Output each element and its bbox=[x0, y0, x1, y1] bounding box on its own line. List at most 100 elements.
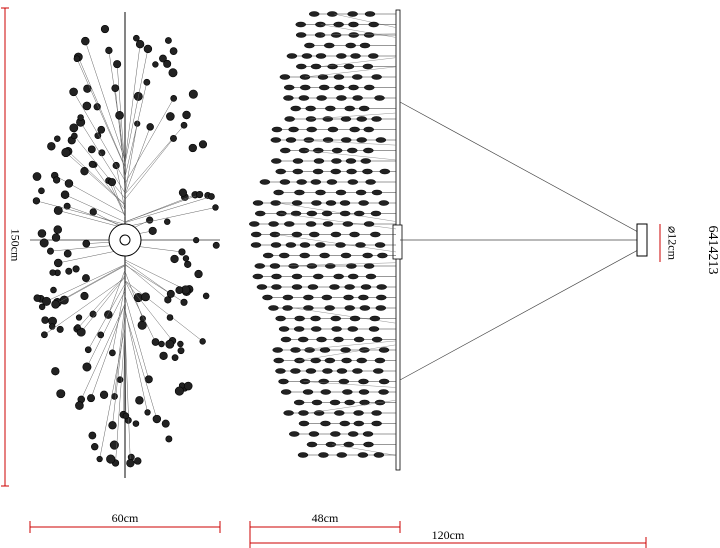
branch bbox=[57, 264, 126, 303]
crystal bbox=[333, 273, 344, 280]
branch bbox=[111, 182, 126, 217]
crystal bbox=[278, 326, 290, 332]
crystal bbox=[290, 368, 301, 374]
crystal bbox=[364, 84, 375, 91]
branch bbox=[114, 302, 126, 397]
crystal bbox=[356, 137, 367, 143]
flower bbox=[109, 349, 116, 357]
crystal bbox=[308, 11, 320, 17]
crystal bbox=[327, 11, 338, 17]
crystal bbox=[371, 116, 382, 122]
flower bbox=[169, 47, 178, 55]
crystal bbox=[353, 420, 365, 427]
crystal bbox=[363, 147, 374, 154]
branch bbox=[124, 261, 171, 295]
crystal bbox=[374, 357, 386, 364]
crystal bbox=[341, 357, 352, 364]
crystal bbox=[374, 95, 385, 101]
crystal bbox=[272, 347, 283, 353]
crystal bbox=[339, 210, 351, 217]
crystal bbox=[250, 242, 262, 248]
crystal bbox=[356, 116, 367, 122]
crystal bbox=[363, 126, 374, 133]
flower bbox=[166, 289, 175, 298]
crystal bbox=[327, 63, 338, 70]
crystal bbox=[290, 105, 301, 112]
crystal bbox=[359, 42, 371, 49]
depth-label: 48cm bbox=[312, 511, 339, 525]
branch bbox=[124, 82, 148, 177]
flower bbox=[164, 296, 172, 304]
flower bbox=[64, 179, 74, 188]
crystal bbox=[358, 389, 370, 395]
flower bbox=[148, 226, 157, 235]
flower bbox=[47, 142, 56, 151]
flower bbox=[106, 454, 116, 464]
crystal bbox=[275, 315, 286, 322]
crystal bbox=[290, 210, 302, 217]
crystal bbox=[316, 336, 327, 343]
crystal bbox=[356, 357, 367, 364]
crystal bbox=[371, 74, 382, 80]
crystal bbox=[330, 168, 342, 175]
flower bbox=[198, 140, 208, 149]
crystal bbox=[338, 378, 350, 385]
crystal bbox=[359, 305, 371, 311]
crystal bbox=[348, 32, 359, 38]
crystal bbox=[288, 263, 299, 269]
flower bbox=[82, 274, 90, 283]
crystal bbox=[347, 273, 359, 280]
flower bbox=[146, 123, 154, 131]
crystal bbox=[298, 420, 310, 427]
crystal bbox=[252, 200, 264, 206]
canopy-label: ⌀12cm bbox=[665, 226, 679, 261]
branch bbox=[67, 205, 126, 227]
flower bbox=[170, 134, 177, 142]
crystal bbox=[325, 441, 337, 448]
crystal bbox=[271, 158, 282, 164]
canopy bbox=[636, 223, 648, 257]
branch bbox=[67, 151, 126, 205]
crystal bbox=[324, 305, 335, 311]
flower bbox=[63, 249, 72, 258]
branch bbox=[280, 213, 397, 230]
branch bbox=[77, 275, 126, 330]
crystal bbox=[335, 189, 347, 196]
crystal bbox=[302, 389, 314, 395]
crystal bbox=[322, 137, 334, 143]
crystal bbox=[333, 336, 344, 343]
crystal bbox=[306, 210, 318, 217]
branch bbox=[124, 311, 158, 420]
crystal bbox=[259, 179, 271, 185]
flower bbox=[54, 135, 61, 142]
branch bbox=[90, 303, 126, 399]
crystal bbox=[358, 294, 369, 301]
branch bbox=[277, 202, 397, 222]
crystal bbox=[363, 32, 375, 38]
crystal bbox=[371, 189, 383, 196]
flower bbox=[194, 269, 203, 279]
branch bbox=[108, 50, 126, 165]
crystal bbox=[351, 74, 363, 80]
crystal bbox=[375, 137, 387, 143]
crystal bbox=[358, 105, 370, 112]
crystal bbox=[335, 242, 346, 248]
flower bbox=[126, 458, 135, 468]
flower bbox=[168, 68, 178, 78]
flower bbox=[174, 386, 184, 396]
crystal bbox=[365, 273, 377, 280]
crystal bbox=[301, 53, 313, 59]
branch bbox=[298, 344, 397, 361]
flower bbox=[89, 208, 97, 216]
crystal bbox=[320, 420, 331, 427]
branch bbox=[124, 123, 138, 194]
flower bbox=[97, 125, 106, 134]
flower bbox=[180, 298, 188, 306]
crystal bbox=[344, 305, 355, 311]
flower bbox=[178, 248, 186, 256]
branch bbox=[108, 269, 126, 315]
flower bbox=[84, 346, 92, 354]
crystal bbox=[313, 273, 324, 280]
crystal bbox=[377, 252, 388, 259]
branch bbox=[124, 48, 149, 164]
